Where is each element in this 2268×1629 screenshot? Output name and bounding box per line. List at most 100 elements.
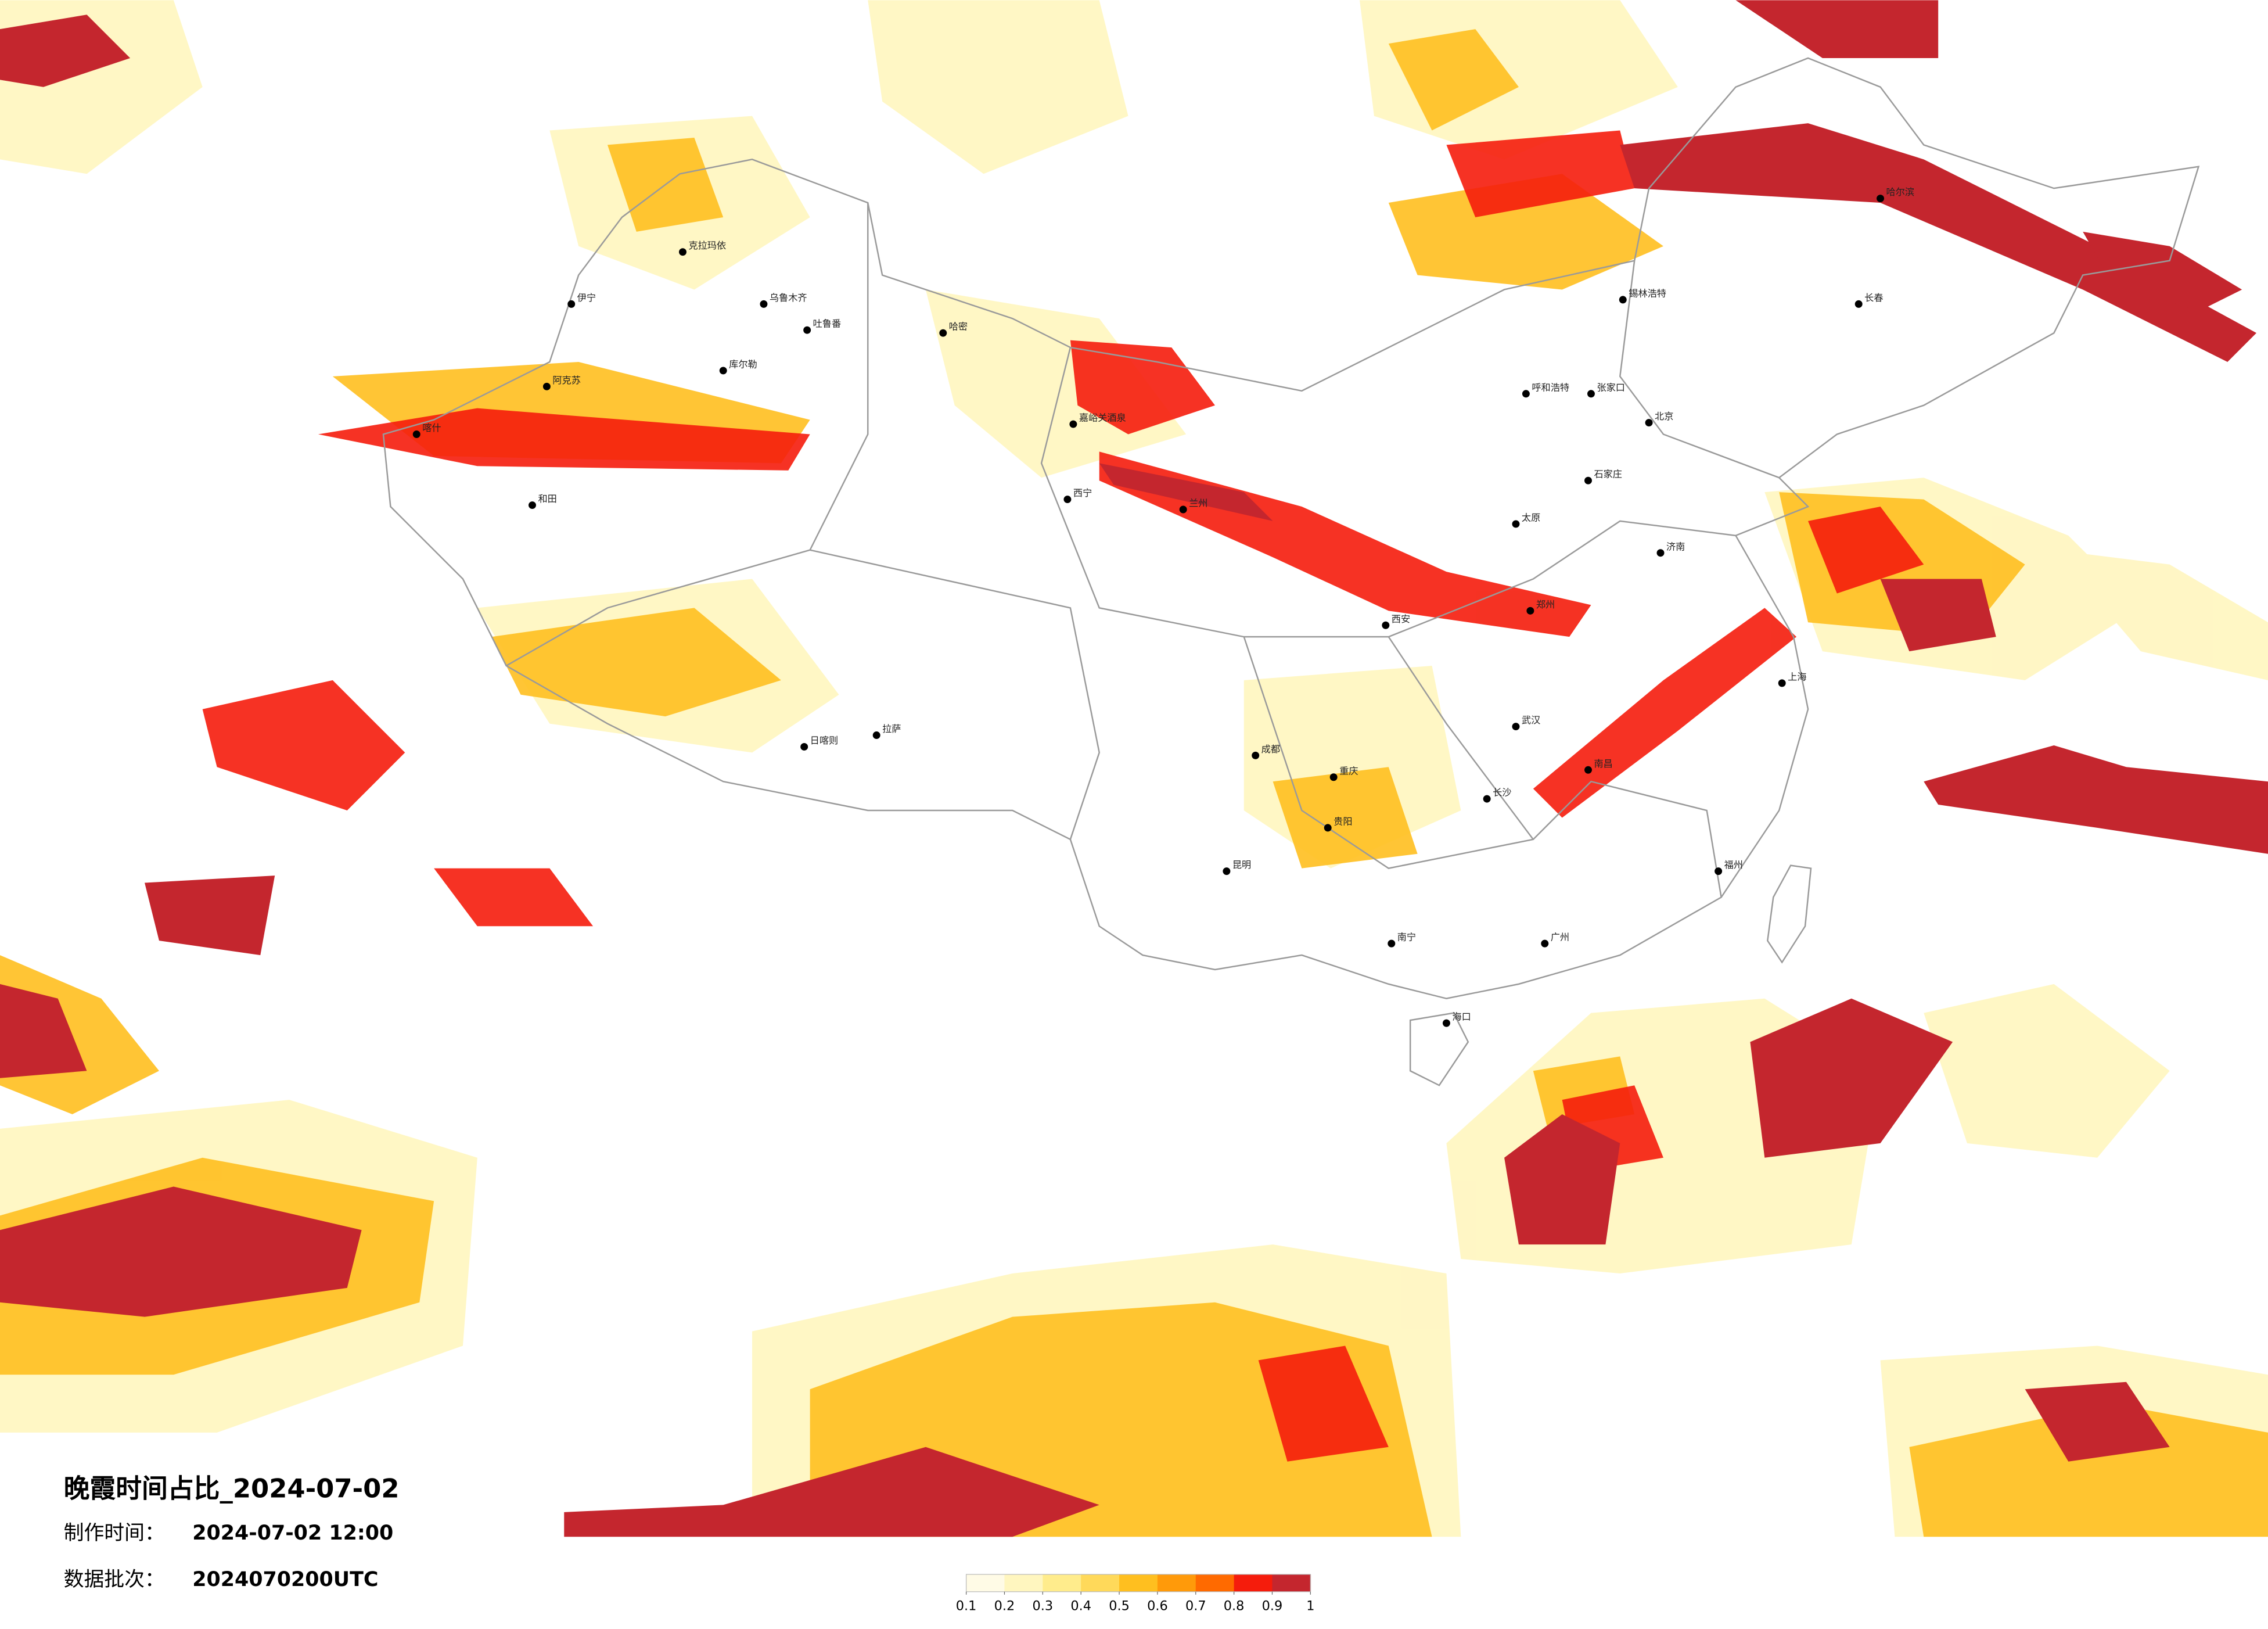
city-dot: [529, 501, 536, 509]
city-label: 和田: [538, 493, 556, 504]
city-label: 成都: [1261, 744, 1280, 755]
colorbar-swatch: [966, 1574, 1005, 1592]
city-label: 乌鲁木齐: [770, 292, 807, 303]
colorbar-tick-label: 1: [1306, 1598, 1314, 1613]
city-dot: [1063, 496, 1072, 504]
info-value: 2024-07-02 12:00: [192, 1522, 393, 1545]
colorbar-frame: [965, 1574, 1311, 1592]
city-label: 武汉: [1522, 715, 1540, 726]
city-label: 阿克苏: [552, 375, 581, 386]
colorbar-swatch: [1157, 1574, 1196, 1592]
colorbar-tick-label: 0.1: [956, 1598, 977, 1613]
city-dot: [1854, 300, 1863, 308]
colorbar-swatch: [1195, 1574, 1235, 1592]
city-label: 日喀则: [810, 735, 839, 746]
city-label: 重庆: [1339, 765, 1358, 776]
city-dot: [1715, 867, 1723, 876]
colorbar-tick-label: 0.7: [1185, 1598, 1206, 1613]
city-dot: [1522, 390, 1530, 398]
colorbar-swatch: [1272, 1574, 1311, 1592]
city-dot: [1645, 419, 1653, 427]
info-value: 2024070200UTC: [192, 1568, 378, 1591]
city-dot: [872, 731, 880, 739]
city-dot: [1324, 824, 1332, 832]
sunset-field: [0, 0, 2268, 1537]
city-label: 贵阳: [1334, 816, 1352, 827]
colorbar-swatch: [1043, 1574, 1081, 1592]
colorbar-tick-label: 0.9: [1262, 1598, 1283, 1613]
city-label: 南宁: [1397, 932, 1416, 943]
city-dot: [939, 329, 947, 337]
city-label: 长春: [1864, 292, 1883, 303]
city-dot: [803, 326, 811, 334]
city-dot: [1382, 621, 1390, 629]
city-dot: [412, 430, 420, 438]
colorbar-swatch: [1234, 1574, 1273, 1592]
map-title: 晚霞时间占比_2024-07-02: [64, 1473, 400, 1504]
city-dot: [679, 248, 686, 256]
city-label: 张家口: [1597, 382, 1625, 393]
city-dot: [1778, 679, 1786, 687]
boundaries: [382, 57, 2200, 1086]
city-label: 北京: [1655, 411, 1673, 422]
city-label: 郑州: [1536, 599, 1555, 610]
city-dot: [1179, 505, 1187, 514]
city-label: 伊宁: [577, 292, 596, 303]
colorbar-tick-label: 0.4: [1070, 1598, 1091, 1613]
colorbar-tick-label: 0.6: [1147, 1598, 1168, 1613]
city-label: 哈密: [949, 321, 968, 332]
city-dot: [1584, 766, 1592, 774]
colorbar-tick-label: 0.5: [1109, 1598, 1130, 1613]
city-label: 昆明: [1232, 859, 1251, 870]
city-label: 西安: [1392, 613, 1410, 625]
city-label: 石家庄: [1594, 469, 1622, 480]
city-label: 兰州: [1189, 498, 1207, 509]
city-label: 喀什: [422, 422, 441, 433]
city-dot: [1388, 939, 1396, 948]
city-dot: [800, 742, 808, 751]
colorbar-tick-label: 0.2: [994, 1598, 1015, 1613]
city-label: 济南: [1666, 541, 1685, 552]
city-label: 太原: [1522, 512, 1540, 523]
city-dot: [1252, 751, 1260, 759]
city-dot: [1526, 607, 1534, 615]
city-dot: [1587, 390, 1595, 398]
colorbar: 0.1 0.2 0.3 0.4 0.5 0.6 0.7 0.8 0.9 1: [956, 1574, 1314, 1613]
city-dot: [1512, 520, 1520, 528]
city-dot: [1483, 795, 1491, 803]
city-label: 上海: [1788, 671, 1806, 682]
city-dot: [1069, 420, 1077, 428]
colorbar-tick-label: 0.3: [1033, 1598, 1054, 1613]
city-dot: [567, 300, 576, 308]
city-dot: [1541, 939, 1549, 948]
city-label: 嘉峪关酒泉: [1079, 412, 1126, 424]
city-label: 呼和浩特: [1532, 382, 1569, 393]
city-label: 拉萨: [882, 723, 901, 734]
city-label: 吐鲁番: [813, 318, 842, 329]
city-dot: [1877, 195, 1885, 203]
info-label: 制作时间：: [64, 1522, 165, 1545]
city-dot: [719, 367, 727, 375]
colorbar-swatch: [1004, 1574, 1044, 1592]
colorbar-swatch: [1081, 1574, 1120, 1592]
city-label: 广州: [1551, 932, 1569, 943]
city-label: 南昌: [1594, 758, 1612, 769]
city-dot: [1442, 1019, 1450, 1027]
city-dot: [1619, 296, 1627, 304]
city-dot: [1584, 476, 1592, 485]
city-label: 克拉玛依: [688, 240, 726, 251]
city-label: 哈尔滨: [1886, 186, 1915, 198]
colorbar-tick-label: 0.8: [1224, 1598, 1245, 1613]
city-label: 西宁: [1073, 487, 1092, 498]
city-label: 库尔勒: [729, 358, 757, 369]
city-dot: [1329, 773, 1338, 781]
city-label: 长沙: [1493, 787, 1511, 798]
city-dot: [542, 382, 551, 390]
city-label: 福州: [1724, 859, 1743, 870]
city-dot: [1656, 549, 1665, 557]
city-label: 海口: [1452, 1011, 1471, 1022]
colorbar-swatch: [1119, 1574, 1158, 1592]
